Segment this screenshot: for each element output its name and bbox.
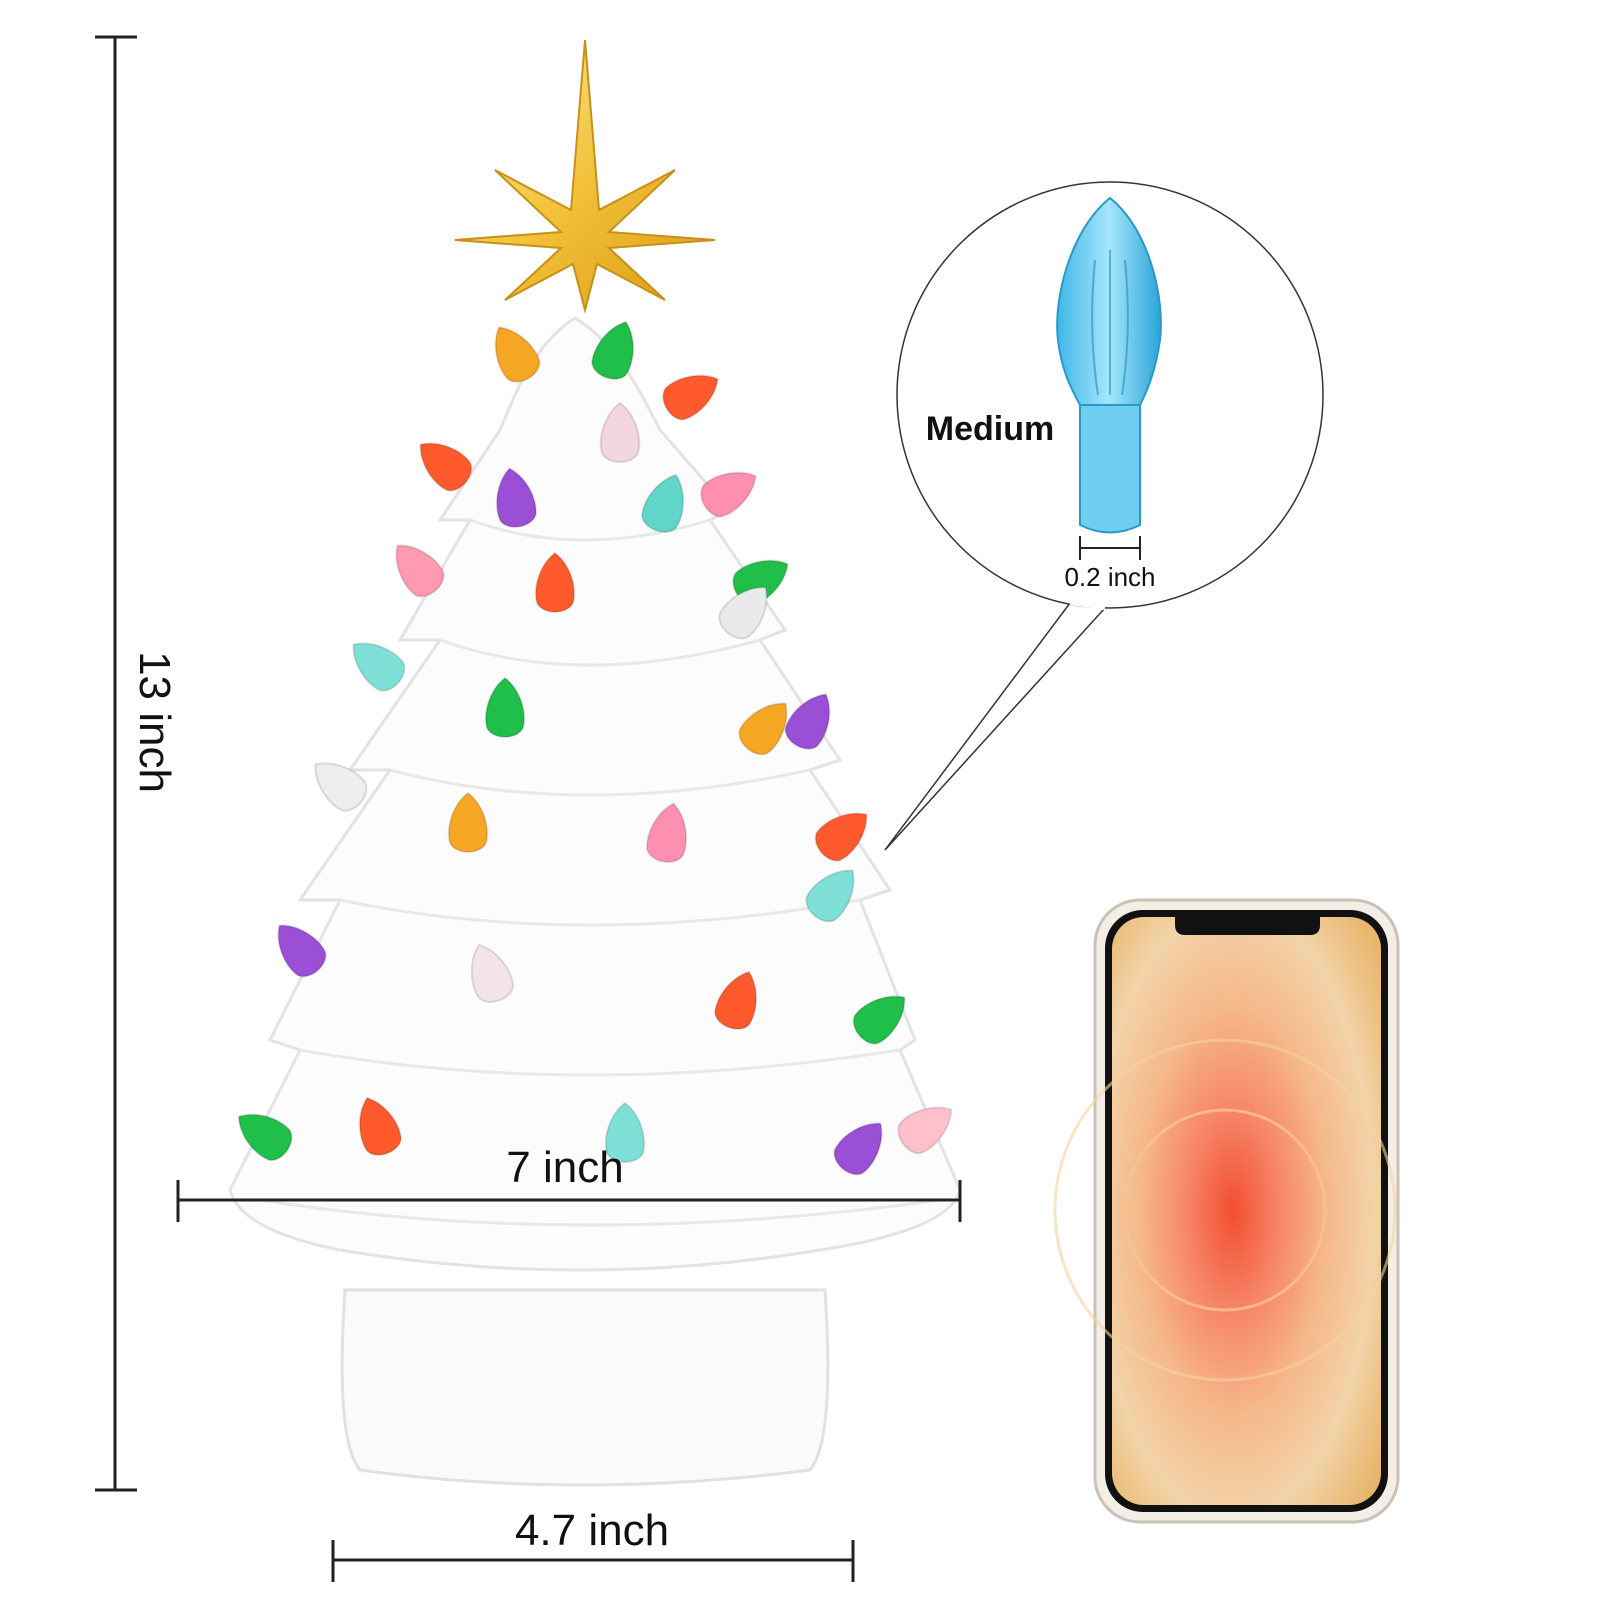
width-label: 7 inch <box>506 1143 623 1192</box>
base-dimension: 4.7 inch <box>331 1506 855 1582</box>
phone <box>1053 898 1400 1524</box>
star <box>454 39 716 314</box>
callout-size: 0.2 inch <box>1064 562 1155 592</box>
base-label: 4.7 inch <box>515 1506 669 1555</box>
callout: Medium 0.2 inch <box>884 181 1324 851</box>
callout-title: Medium <box>926 410 1054 448</box>
tree <box>228 316 962 1487</box>
height-dimension: 13 inch <box>95 35 179 1492</box>
width-dimension: 7 inch <box>176 1143 962 1222</box>
height-label: 13 inch <box>130 651 179 793</box>
